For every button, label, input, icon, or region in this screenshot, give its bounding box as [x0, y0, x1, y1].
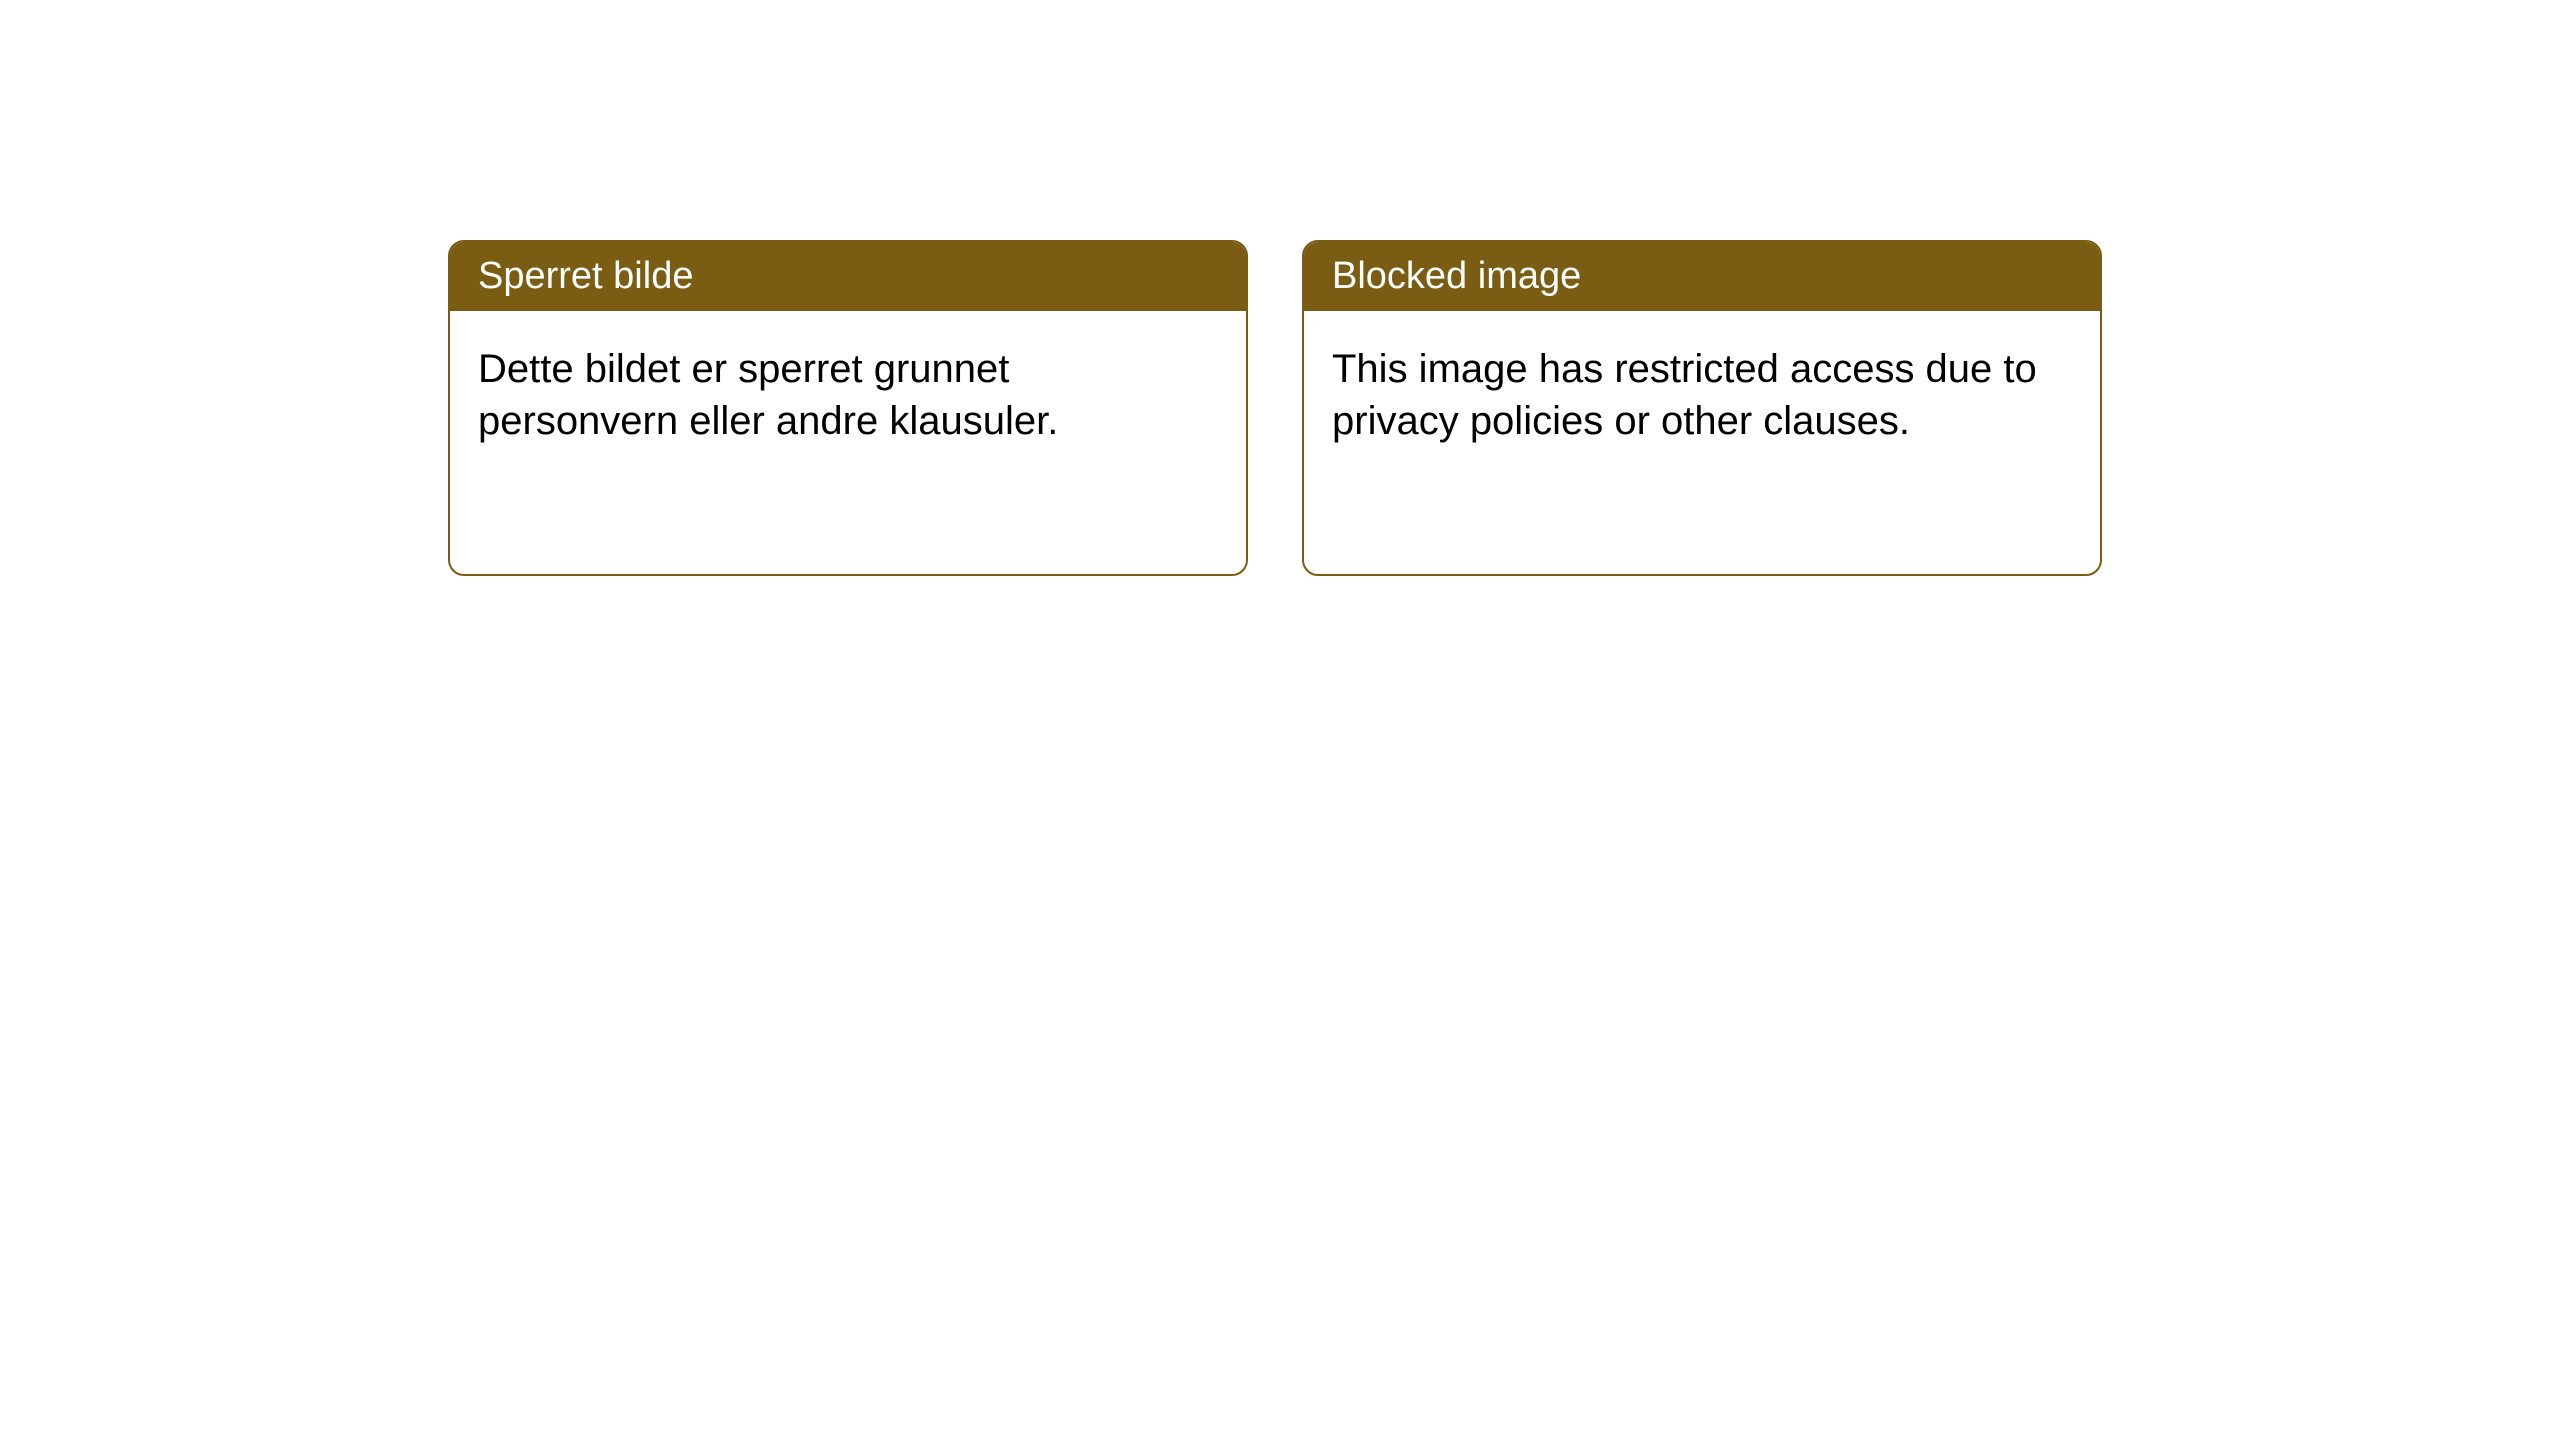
cards-container: Sperret bilde Dette bildet er sperret gr…: [0, 0, 2560, 576]
card-body: This image has restricted access due to …: [1304, 311, 2100, 479]
card-title: Blocked image: [1332, 255, 1581, 297]
card-body: Dette bildet er sperret grunnet personve…: [450, 311, 1246, 479]
blocked-image-card-no: Sperret bilde Dette bildet er sperret gr…: [448, 240, 1248, 576]
card-header: Blocked image: [1304, 242, 2100, 311]
card-header: Sperret bilde: [450, 242, 1246, 311]
card-body-text: This image has restricted access due to …: [1332, 347, 2037, 443]
blocked-image-card-en: Blocked image This image has restricted …: [1302, 240, 2102, 576]
card-body-text: Dette bildet er sperret grunnet personve…: [478, 347, 1058, 443]
card-title: Sperret bilde: [478, 255, 693, 297]
